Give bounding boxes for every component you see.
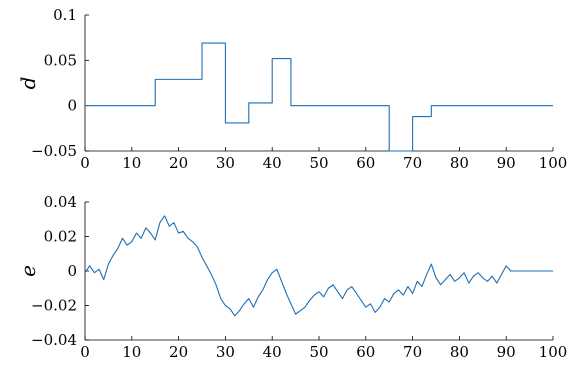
- y-tick-label-e: 0: [67, 262, 77, 280]
- x-tick-label-e: 30: [216, 343, 235, 361]
- x-tick-label-e: 80: [450, 343, 469, 361]
- x-tick-label-e: 40: [263, 343, 282, 361]
- x-tick-label-d: 70: [403, 154, 422, 172]
- x-tick-label-e: 90: [497, 343, 516, 361]
- y-tick-label-e: −0.04: [31, 331, 77, 349]
- x-tick-label-e: 100: [539, 343, 568, 361]
- x-tick-label-d: 30: [216, 154, 235, 172]
- x-tick-label-d: 90: [497, 154, 516, 172]
- y-axis-label-e: e: [16, 265, 40, 277]
- x-tick-label-e: 60: [356, 343, 375, 361]
- x-tick-label-d: 10: [122, 154, 141, 172]
- y-tick-label-e: 0.02: [44, 228, 77, 246]
- y-tick-label-d: 0.05: [44, 51, 77, 69]
- x-tick-label-d: 40: [263, 154, 282, 172]
- x-tick-label-d: 20: [169, 154, 188, 172]
- x-tick-label-e: 0: [80, 343, 90, 361]
- y-tick-label-e: −0.02: [31, 297, 77, 315]
- x-tick-label-e: 10: [122, 343, 141, 361]
- x-tick-label-d: 100: [539, 154, 568, 172]
- x-tick-label-d: 0: [80, 154, 90, 172]
- y-tick-label-e: 0.04: [44, 193, 77, 211]
- y-tick-label-d: 0: [67, 97, 77, 115]
- x-tick-label-e: 50: [309, 343, 328, 361]
- x-tick-label-e: 70: [403, 343, 422, 361]
- plot-e: 0 10 20 30 40 50 60 70 80 90 100 −0.04 −0.02 0 0.02 0.0…: [16, 193, 567, 361]
- y-axis-label-d: d: [16, 77, 40, 90]
- series-line-d: [85, 42, 553, 152]
- x-tick-label-e: 20: [169, 343, 188, 361]
- x-tick-label-d: 80: [450, 154, 469, 172]
- y-tick-label-d: 0.1: [53, 6, 77, 24]
- ticks-e: 0 10 20 30 40 50 60 70 80 90 100 −0.04 −0.02 0 0.02 0.0…: [31, 193, 567, 361]
- series-line-e: [84, 215, 553, 317]
- x-tick-label-d: 50: [309, 154, 328, 172]
- x-tick-label-d: 60: [356, 154, 375, 172]
- y-tick-label-d: −0.05: [31, 142, 77, 160]
